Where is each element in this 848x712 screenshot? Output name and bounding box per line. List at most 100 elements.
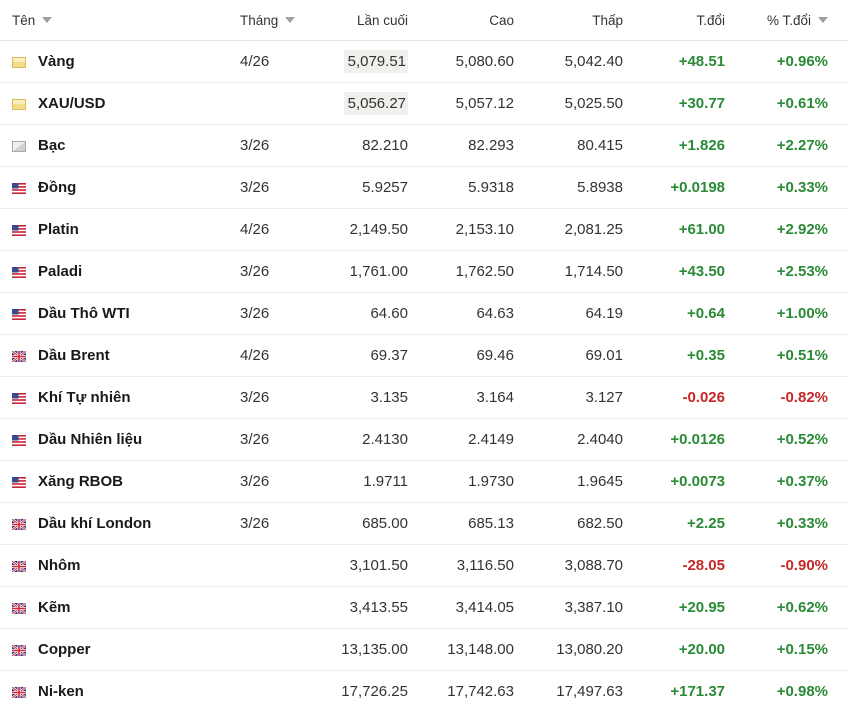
cell-month: 4/26 (222, 335, 304, 377)
cell-pct-change: +0.15% (729, 629, 848, 671)
cell-high: 82.293 (412, 125, 518, 167)
last-value: 5.9257 (362, 179, 408, 196)
last-value: 5,056.27 (344, 92, 408, 115)
instrument-link[interactable]: XAU/USD (38, 95, 106, 112)
cell-last: 3,101.50 (304, 545, 412, 587)
instrument-link[interactable]: Platin (38, 221, 79, 238)
column-header-low-label: Thấp (592, 13, 623, 28)
instrument-link[interactable]: Khí Tự nhiên (38, 389, 131, 406)
column-header-change[interactable]: T.đổi (627, 0, 729, 41)
sort-caret-icon[interactable] (285, 17, 295, 23)
cell-last: 5.9257 (304, 167, 412, 209)
last-value: 2.4130 (362, 431, 408, 448)
instrument-link[interactable]: Dầu Nhiên liệu (38, 431, 142, 448)
gold-icon (12, 99, 26, 110)
cell-high: 2,153.10 (412, 209, 518, 251)
cell-name: Vàng (0, 41, 222, 83)
instrument-link[interactable]: Đồng (38, 179, 76, 196)
instrument-link[interactable]: Ni-ken (38, 683, 84, 700)
us-flag-icon (12, 435, 26, 446)
uk-flag-icon (12, 519, 26, 530)
sort-caret-icon[interactable] (42, 17, 52, 23)
cell-last: 3.135 (304, 377, 412, 419)
cell-change: +171.37 (627, 671, 729, 712)
cell-month: 4/26 (222, 209, 304, 251)
sort-caret-icon[interactable] (818, 17, 828, 23)
cell-high: 5.9318 (412, 167, 518, 209)
column-header-pct-change[interactable]: % T.đổi (729, 0, 848, 41)
last-value: 1.9711 (363, 473, 408, 490)
uk-flag-icon (12, 687, 26, 698)
cell-low: 3.127 (518, 377, 627, 419)
instrument-link[interactable]: Vàng (38, 53, 75, 70)
cell-pct-change: +0.52% (729, 419, 848, 461)
uk-flag-icon (12, 603, 26, 614)
us-flag-icon (12, 393, 26, 404)
instrument-link[interactable]: Xăng RBOB (38, 473, 123, 490)
cell-pct-change: +0.96% (729, 41, 848, 83)
cell-name: Đồng (0, 167, 222, 209)
last-value: 3,101.50 (350, 557, 408, 574)
column-header-month-label: Tháng (240, 13, 278, 28)
cell-name: Ni-ken (0, 671, 222, 712)
cell-change: +1.826 (627, 125, 729, 167)
table-header-row: Tên Tháng Lần cuối Cao Thấp T.đổi % T.đổ… (0, 0, 848, 41)
column-header-low[interactable]: Thấp (518, 0, 627, 41)
instrument-link[interactable]: Bạc (38, 137, 66, 154)
instrument-link[interactable]: Dầu Brent (38, 347, 110, 364)
cell-last: 82.210 (304, 125, 412, 167)
column-header-month[interactable]: Tháng (222, 0, 304, 41)
cell-low: 17,497.63 (518, 671, 627, 712)
cell-high: 1.9730 (412, 461, 518, 503)
cell-last: 2.4130 (304, 419, 412, 461)
column-header-last[interactable]: Lần cuối (304, 0, 412, 41)
cell-name: Copper (0, 629, 222, 671)
instrument-link[interactable]: Dầu khí London (38, 515, 151, 532)
cell-change: +48.51 (627, 41, 729, 83)
cell-last: 2,149.50 (304, 209, 412, 251)
cell-last: 685.00 (304, 503, 412, 545)
cell-change: +0.0198 (627, 167, 729, 209)
cell-pct-change: +0.98% (729, 671, 848, 712)
cell-name: Bạc (0, 125, 222, 167)
cell-change: +20.00 (627, 629, 729, 671)
column-header-pct-change-label: % T.đổi (767, 13, 811, 28)
cell-low: 2.4040 (518, 419, 627, 461)
instrument-link[interactable]: Copper (38, 641, 91, 658)
cell-low: 5.8938 (518, 167, 627, 209)
cell-month: 4/26 (222, 41, 304, 83)
cell-pct-change: +0.62% (729, 587, 848, 629)
instrument-link[interactable]: Kẽm (38, 599, 71, 616)
cell-low: 13,080.20 (518, 629, 627, 671)
cell-month: 3/26 (222, 461, 304, 503)
cell-month: 3/26 (222, 503, 304, 545)
cell-change: +0.64 (627, 293, 729, 335)
cell-pct-change: -0.82% (729, 377, 848, 419)
column-header-high[interactable]: Cao (412, 0, 518, 41)
cell-low: 682.50 (518, 503, 627, 545)
last-value: 1,761.00 (350, 263, 408, 280)
instrument-link[interactable]: Nhôm (38, 557, 81, 574)
last-value: 685.00 (362, 515, 408, 532)
column-header-name[interactable]: Tên (0, 0, 222, 41)
instrument-link[interactable]: Dầu Thô WTI (38, 305, 130, 322)
cell-high: 17,742.63 (412, 671, 518, 712)
instrument-link[interactable]: Paladi (38, 263, 82, 280)
